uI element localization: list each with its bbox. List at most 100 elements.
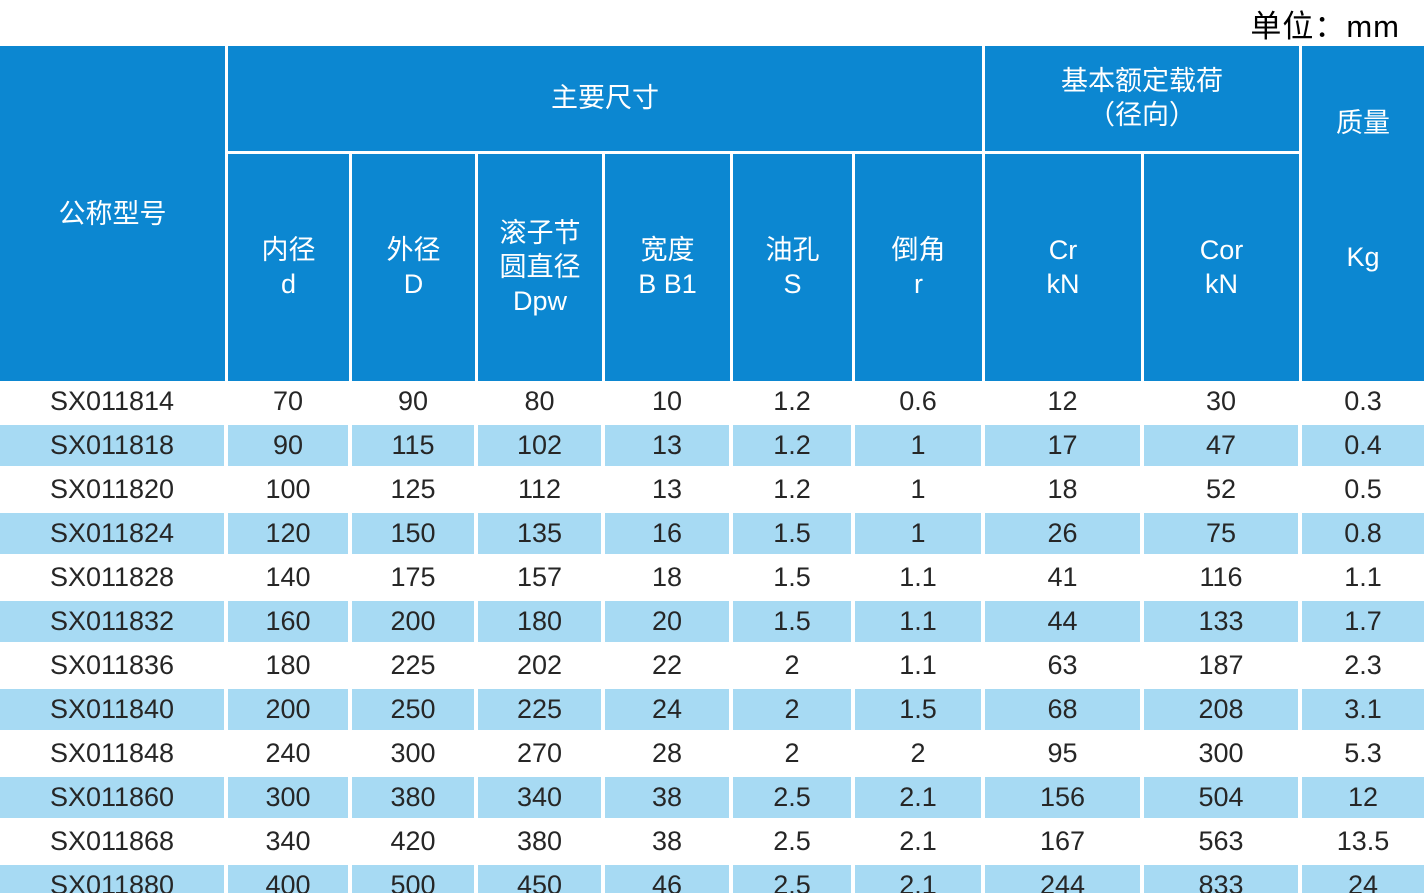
table-header: 公称型号 主要尺寸 基本额定载荷 （径向） 质量 Kg 内径 d 外径 D 滚子…: [0, 46, 1424, 381]
table-row: SX011860 300 380 340 38 2.5 2.1 156 504 …: [0, 777, 1424, 821]
header-roller-pitch-diameter: 滚子节 圆直径 Dpw: [478, 153, 605, 381]
cell-model: SX011828: [0, 557, 228, 601]
cell-inner-diameter: 140: [228, 557, 352, 601]
cell-cor-load: 116: [1144, 557, 1302, 601]
cell-chamfer: 2.1: [855, 865, 985, 893]
cell-mass: 1.1: [1302, 557, 1424, 601]
cell-roller-pitch-diameter: 340: [478, 777, 605, 821]
cell-width: 28: [605, 733, 733, 777]
cell-cor-load: 833: [1144, 865, 1302, 893]
cell-outer-diameter: 300: [352, 733, 478, 777]
cell-oil-hole: 1.5: [733, 557, 855, 601]
cell-oil-hole: 1.2: [733, 381, 855, 425]
cell-outer-diameter: 380: [352, 777, 478, 821]
cell-mass: 12: [1302, 777, 1424, 821]
cell-model: SX011840: [0, 689, 228, 733]
cell-chamfer: 1: [855, 469, 985, 513]
cell-width: 38: [605, 821, 733, 865]
cell-chamfer: 1.1: [855, 601, 985, 645]
cell-oil-hole: 2: [733, 689, 855, 733]
cell-cor-load: 133: [1144, 601, 1302, 645]
unit-label: 单位：mm: [1250, 8, 1400, 44]
header-width: 宽度 B B1: [605, 153, 733, 381]
cell-outer-diameter: 420: [352, 821, 478, 865]
cell-roller-pitch-diameter: 157: [478, 557, 605, 601]
cell-inner-diameter: 120: [228, 513, 352, 557]
cell-inner-diameter: 340: [228, 821, 352, 865]
cell-model: SX011880: [0, 865, 228, 893]
cell-oil-hole: 2.5: [733, 865, 855, 893]
cell-inner-diameter: 300: [228, 777, 352, 821]
cell-chamfer: 2.1: [855, 777, 985, 821]
cell-cr-load: 167: [985, 821, 1144, 865]
cell-width: 20: [605, 601, 733, 645]
cell-chamfer: 2.1: [855, 821, 985, 865]
cell-width: 18: [605, 557, 733, 601]
cell-roller-pitch-diameter: 112: [478, 469, 605, 513]
header-mass: 质量 Kg: [1302, 46, 1424, 381]
cell-oil-hole: 1.5: [733, 513, 855, 557]
cell-roller-pitch-diameter: 450: [478, 865, 605, 893]
header-outer-diameter: 外径 D: [352, 153, 478, 381]
cell-width: 38: [605, 777, 733, 821]
header-model-number: 公称型号: [0, 46, 228, 381]
unit-band: 单位：mm: [0, 0, 1424, 46]
cell-outer-diameter: 150: [352, 513, 478, 557]
header-group-main-dimensions: 主要尺寸: [228, 46, 985, 154]
cell-cor-load: 504: [1144, 777, 1302, 821]
cell-oil-hole: 1.2: [733, 469, 855, 513]
cell-cor-load: 563: [1144, 821, 1302, 865]
cell-width: 13: [605, 425, 733, 469]
cell-mass: 1.7: [1302, 601, 1424, 645]
cell-width: 10: [605, 381, 733, 425]
cell-oil-hole: 1.2: [733, 425, 855, 469]
cell-outer-diameter: 125: [352, 469, 478, 513]
cell-model: SX011814: [0, 381, 228, 425]
cell-outer-diameter: 175: [352, 557, 478, 601]
cell-model: SX011836: [0, 645, 228, 689]
table-body: SX011814 70 90 80 10 1.2 0.6 12 30 0.3 S…: [0, 381, 1424, 893]
cell-chamfer: 0.6: [855, 381, 985, 425]
cell-outer-diameter: 200: [352, 601, 478, 645]
cell-oil-hole: 1.5: [733, 601, 855, 645]
cell-cr-load: 26: [985, 513, 1144, 557]
cell-mass: 5.3: [1302, 733, 1424, 777]
cell-roller-pitch-diameter: 225: [478, 689, 605, 733]
cell-inner-diameter: 160: [228, 601, 352, 645]
header-group-basic-load: 基本额定载荷 （径向）: [985, 46, 1302, 154]
cell-outer-diameter: 115: [352, 425, 478, 469]
cell-model: SX011824: [0, 513, 228, 557]
cell-cr-load: 156: [985, 777, 1144, 821]
cell-cor-load: 30: [1144, 381, 1302, 425]
cell-chamfer: 1.1: [855, 557, 985, 601]
cell-mass: 0.4: [1302, 425, 1424, 469]
table-row: SX011880 400 500 450 46 2.5 2.1 244 833 …: [0, 865, 1424, 893]
cell-chamfer: 2: [855, 733, 985, 777]
cell-oil-hole: 2: [733, 645, 855, 689]
cell-cr-load: 95: [985, 733, 1144, 777]
cell-outer-diameter: 225: [352, 645, 478, 689]
header-mass-unit: Kg: [1346, 241, 1380, 272]
cell-outer-diameter: 90: [352, 381, 478, 425]
cell-cr-load: 68: [985, 689, 1144, 733]
cell-roller-pitch-diameter: 380: [478, 821, 605, 865]
cell-roller-pitch-diameter: 180: [478, 601, 605, 645]
cell-inner-diameter: 70: [228, 381, 352, 425]
table-row: SX011836 180 225 202 22 2 1.1 63 187 2.3: [0, 645, 1424, 689]
cell-cor-load: 52: [1144, 469, 1302, 513]
cell-roller-pitch-diameter: 135: [478, 513, 605, 557]
bearing-spec-table: 公称型号 主要尺寸 基本额定载荷 （径向） 质量 Kg 内径 d 外径 D 滚子…: [0, 46, 1424, 893]
cell-cr-load: 18: [985, 469, 1144, 513]
table-row: SX011832 160 200 180 20 1.5 1.1 44 133 1…: [0, 601, 1424, 645]
cell-inner-diameter: 90: [228, 425, 352, 469]
header-mass-title: 质量: [1336, 108, 1390, 138]
cell-model: SX011820: [0, 469, 228, 513]
cell-roller-pitch-diameter: 80: [478, 381, 605, 425]
cell-inner-diameter: 400: [228, 865, 352, 893]
table-row: SX011814 70 90 80 10 1.2 0.6 12 30 0.3: [0, 381, 1424, 425]
cell-cor-load: 300: [1144, 733, 1302, 777]
cell-cor-load: 187: [1144, 645, 1302, 689]
cell-cr-load: 17: [985, 425, 1144, 469]
table-row: SX011840 200 250 225 24 2 1.5 68 208 3.1: [0, 689, 1424, 733]
